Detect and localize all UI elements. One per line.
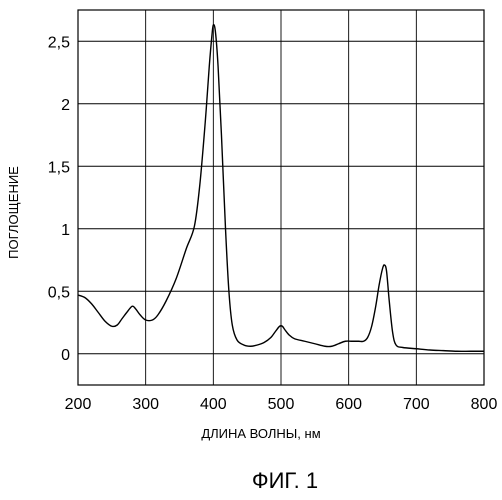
grid: [78, 10, 484, 385]
x-axis-title: ДЛИНА ВОЛНЫ, нм: [201, 426, 320, 441]
x-tick-label: 200: [65, 396, 92, 413]
x-tick-label: 700: [403, 396, 430, 413]
figure-caption: ФИГ. 1: [252, 468, 318, 493]
x-tick-labels: 200 300 400 500 600 700 800: [65, 396, 498, 413]
y-tick-label: 1: [61, 222, 70, 239]
y-tick-labels: 0 0,5 1 1,5 2 2,5: [48, 34, 70, 364]
x-tick-label: 400: [200, 396, 227, 413]
y-tick-label: 2: [61, 97, 70, 114]
y-tick-label: 2,5: [48, 34, 70, 51]
y-tick-label: 0: [61, 347, 70, 364]
y-axis-title: ПОГЛОЩЕНИЕ: [6, 166, 21, 259]
y-tick-label: 0,5: [48, 284, 70, 301]
x-tick-label: 600: [335, 396, 362, 413]
x-tick-label: 300: [132, 396, 159, 413]
x-tick-label: 500: [268, 396, 295, 413]
x-tick-label: 800: [471, 396, 498, 413]
y-tick-label: 1,5: [48, 159, 70, 176]
